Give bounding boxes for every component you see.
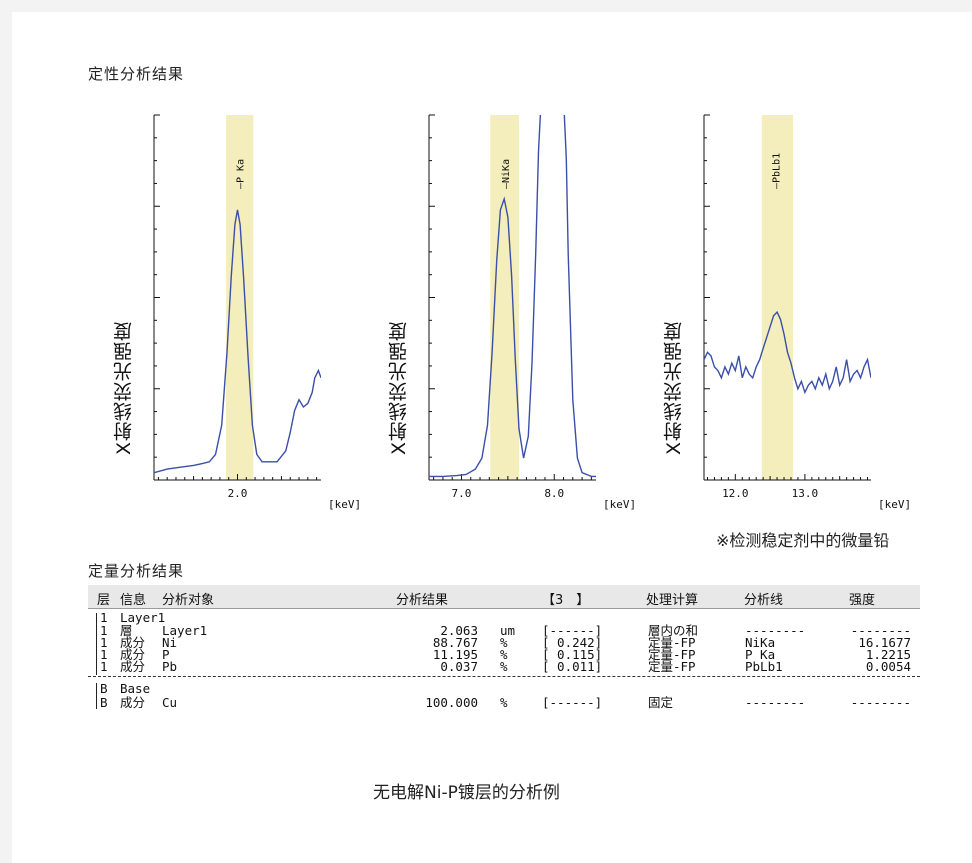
cell-layer: 1 xyxy=(100,623,108,638)
cell-unit: % xyxy=(500,647,508,662)
cell-target: Cu xyxy=(162,695,178,710)
cell-layer: 1 xyxy=(100,659,108,674)
cell-unit: % xyxy=(500,659,508,674)
cell-info: Layer1 xyxy=(120,610,166,625)
cell-layer: B xyxy=(100,681,108,696)
header-line: 分析线 xyxy=(744,593,784,608)
x-unit-label: [keV] xyxy=(328,498,361,511)
cell-unit: um xyxy=(500,623,516,638)
cell-target: Layer1 xyxy=(162,623,208,638)
cell-calc: 定量-FP xyxy=(648,635,696,650)
cell-target: Pb xyxy=(162,659,178,674)
cell-info: 層 xyxy=(120,623,133,638)
cell-result: 11.195 xyxy=(432,647,478,662)
chart-2-svg: 7.0 8.0 [keV] —NiKa xyxy=(428,114,636,511)
cell-intensity: 0.0054 xyxy=(865,659,911,674)
chart-1-ylabel: X射线荧光强度 xyxy=(113,320,135,455)
header-result: 分析结果 xyxy=(396,593,449,608)
figure-caption: 无电解Ni-P镀层的分析例 xyxy=(373,783,560,803)
cell-line: PbLb1 xyxy=(745,659,783,674)
table-header: 层 信息 分析对象 分析结果 【3 】 处理计算 分析线 强度 xyxy=(88,585,920,609)
detection-note: ※检测稳定剂中的微量铅 xyxy=(716,531,890,550)
cell-info: 成分 xyxy=(120,647,146,662)
cell-info: 成分 xyxy=(120,695,146,710)
cell-info: 成分 xyxy=(120,659,146,674)
x-tick-label: 2.0 xyxy=(228,487,248,500)
cell-err: [ 0.011] xyxy=(542,659,603,674)
cell-target: P xyxy=(162,647,170,662)
cell-intensity: -------- xyxy=(850,623,911,638)
chart-1-svg: 2.0 [keV] —P Ka xyxy=(153,114,361,511)
cell-layer: 1 xyxy=(100,635,108,650)
results-table: 层 信息 分析对象 分析结果 【3 】 处理计算 分析线 强度 1 Layer1 1… xyxy=(88,585,920,710)
cell-result: 100.000 xyxy=(425,695,478,710)
peak-label: —PbLb1 xyxy=(772,153,783,189)
cell-layer: 1 xyxy=(100,610,108,625)
spectrum-line xyxy=(154,209,321,474)
chart-p-ka: X射线荧光强度 2.0 [keV] —P Ka xyxy=(110,110,400,530)
qualitative-title: 定性分析结果 xyxy=(88,65,185,83)
cell-unit: % xyxy=(500,635,508,650)
cell-line: -------- xyxy=(745,695,806,710)
header-target: 分析对象 xyxy=(162,593,215,608)
cell-calc: 定量-FP xyxy=(648,647,696,662)
header-layer: 层 xyxy=(97,593,111,608)
cell-result: 2.063 xyxy=(440,623,478,638)
cell-calc: 層内の和 xyxy=(648,623,699,638)
cell-info: Base xyxy=(120,681,151,696)
cell-err: [------] xyxy=(542,623,603,638)
chart-2-ylabel: X射线荧光强度 xyxy=(388,320,410,455)
cell-err: [ 0.115] xyxy=(542,647,603,662)
cell-result: 0.037 xyxy=(440,659,478,674)
cell-line: P Ka xyxy=(745,647,776,662)
cell-intensity: -------- xyxy=(850,695,911,710)
chart-3-ylabel: X射线荧光强度 xyxy=(663,320,685,455)
cell-calc: 定量-FP xyxy=(648,659,696,674)
spectrum-line xyxy=(429,115,596,478)
peak-label: —NiKa xyxy=(501,159,512,189)
chart-3-svg: 12.0 13.0 [keV] —PbLb1 xyxy=(703,114,911,511)
cell-info: 成分 xyxy=(120,635,146,650)
cell-err: [ 0.242] xyxy=(542,635,603,650)
spectrum-line xyxy=(704,310,871,395)
cell-calc: 固定 xyxy=(648,695,674,710)
cell-unit: % xyxy=(500,695,508,710)
cell-intensity: 1.2215 xyxy=(865,647,911,662)
x-tick-label: 7.0 xyxy=(452,487,472,500)
peak-highlight-band xyxy=(761,115,794,480)
x-tick-label: 13.0 xyxy=(792,487,819,500)
header-bracket: 【3 】 xyxy=(542,593,590,608)
header-info: 信息 xyxy=(120,593,147,608)
x-tick-label: 12.0 xyxy=(722,487,749,500)
x-unit-label: [keV] xyxy=(878,498,911,511)
cell-result: 88.767 xyxy=(432,635,478,650)
cell-line: NiKa xyxy=(745,635,776,650)
peak-label: —P Ka xyxy=(235,159,246,189)
cell-layer: 1 xyxy=(100,647,108,662)
x-tick-label: 8.0 xyxy=(544,487,564,500)
group-separator xyxy=(88,676,920,677)
cell-target: Ni xyxy=(162,635,178,650)
header-intensity: 强度 xyxy=(849,593,876,608)
group-2-bracket xyxy=(96,683,97,709)
chart-pb-lb1: X射线荧光强度 12.0 13.0 [keV] —PbLb1 xyxy=(660,110,950,530)
cell-intensity: 16.1677 xyxy=(858,635,911,650)
cell-line: -------- xyxy=(745,623,806,638)
quantitative-title: 定量分析结果 xyxy=(88,562,185,580)
x-unit-label: [keV] xyxy=(603,498,636,511)
group-1-bracket xyxy=(96,613,97,675)
cell-layer: B xyxy=(100,695,108,710)
cell-err: [------] xyxy=(542,695,603,710)
header-calc: 处理计算 xyxy=(646,593,699,608)
chart-ni-ka: X射线荧光强度 7.0 8.0 [keV] —NiKa xyxy=(385,110,675,530)
